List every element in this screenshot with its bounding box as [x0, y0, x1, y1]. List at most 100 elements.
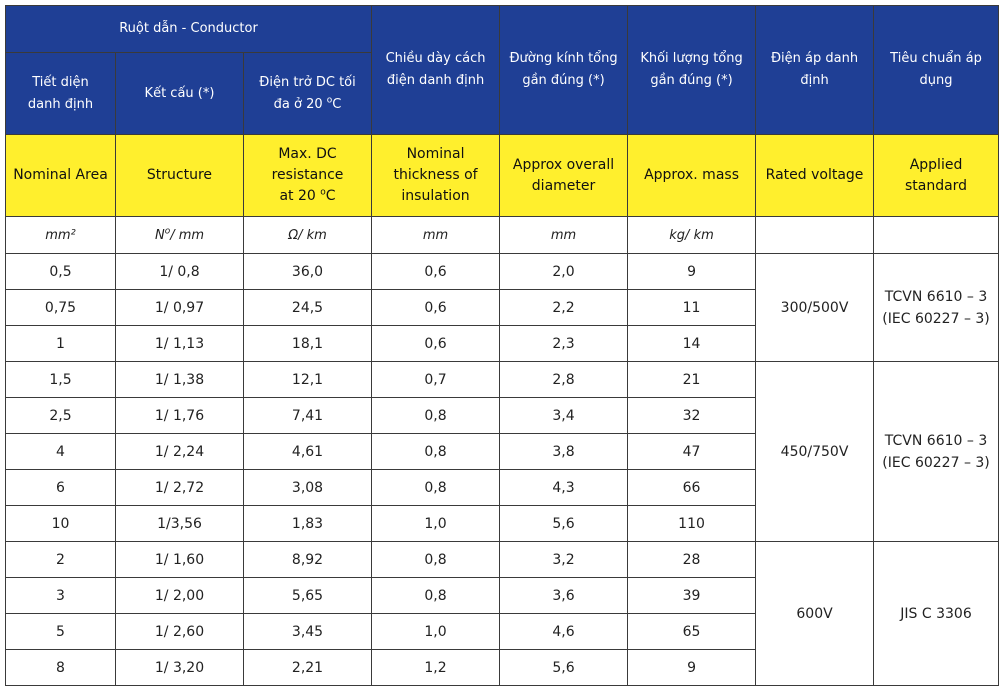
table-row: 5 1/ 2,60 3,45 1,0 4,6 65 — [5, 613, 999, 650]
cell-mass: 47 — [627, 433, 757, 470]
cell-diameter: 2,8 — [499, 361, 629, 398]
cell-diameter: 3,8 — [499, 433, 629, 470]
header-diameter-en: Approx overall diameter — [499, 134, 629, 217]
conductor-group-header: Ruột dẫn - Conductor — [4, 5, 373, 53]
header-structure-en: Structure — [115, 134, 244, 217]
applied-standard-line: (IEC 60227 – 3) — [882, 454, 990, 471]
cell-resistance: 3,08 — [242, 469, 373, 506]
cell-area: 2,5 — [5, 397, 116, 434]
unit-mass: kg/ km — [627, 216, 757, 254]
header-thickness-en-line: thickness of — [393, 167, 478, 183]
header-mass-vi: Khối lượng tổng gần đúng (*) — [627, 5, 757, 135]
header-thickness-en-line: Nominal — [406, 146, 465, 162]
cell-resistance: 12,1 — [242, 361, 373, 398]
cell-thickness: 0,8 — [371, 469, 501, 506]
applied-standard-line: TCVN 6610 – 3 — [884, 432, 988, 449]
header-thickness-vi: Chiều dày cách điện danh định — [371, 5, 501, 135]
header-voltage-vi-line: định — [800, 73, 829, 88]
cell-thickness: 1,2 — [371, 649, 501, 686]
cell-mass: 14 — [627, 325, 757, 362]
header-voltage-en: Rated voltage — [755, 134, 875, 217]
rated-voltage-cell: 600V — [755, 541, 875, 686]
table-row: 0,5 1/ 0,8 36,0 0,6 2,0 9 300/500V TCVN 6610 – … — [5, 253, 1000, 362]
header-diameter-en-line: diameter — [531, 177, 596, 194]
degree-sup: o — [320, 187, 326, 198]
cable-spec-table-container: Ruột dẫn - Conductor Chiều dày cách điện… — [4, 5, 1000, 686]
cell-structure: 1/ 2,60 — [115, 613, 244, 650]
cell-diameter: 2,0 — [499, 253, 629, 290]
header-resistance-en-line: resistance — [271, 167, 344, 183]
cell-structure: 1/ 0,97 — [115, 289, 244, 326]
header-resistance-en: Max. DC resistance at 20 oC — [242, 134, 373, 217]
unit-diameter: mm — [499, 216, 629, 254]
header-resistance-en-line: Max. DC — [278, 146, 337, 162]
unit-voltage-empty — [755, 216, 875, 254]
unit-structure-n: N — [154, 227, 165, 243]
header-resistance-vi: Điện trở DC tối đa ở 20 oC — [242, 52, 373, 135]
cell-mass: 28 — [627, 541, 757, 578]
cell-area: 4 — [5, 433, 116, 470]
header-standard-vi-line: Tiêu chuẩn áp — [890, 51, 982, 66]
cell-structure: 1/ 3,20 — [115, 649, 244, 686]
applied-standard-cell: TCVN 6610 – 3 (IEC 60227 – 3) — [873, 253, 1000, 362]
cell-thickness: 0,8 — [371, 577, 501, 614]
cell-mass: 9 — [627, 253, 757, 290]
cell-mass: 110 — [627, 505, 757, 542]
cell-diameter: 2,3 — [499, 325, 629, 362]
cell-structure: 1/ 1,60 — [115, 541, 244, 578]
cell-area: 8 — [5, 649, 116, 686]
cell-resistance: 8,92 — [242, 541, 373, 578]
header-resistance-vi-text: đa ở 20 — [273, 96, 323, 112]
unit-area: mm² — [5, 216, 116, 254]
table-row: 6 1/ 2,72 3,08 0,8 4,3 66 — [5, 469, 999, 506]
unit-thickness: mm — [371, 216, 501, 254]
header-standard-en-line: standard — [904, 177, 968, 194]
degree-sup: o — [326, 95, 333, 106]
applied-standard-line: (IEC 60227 – 3) — [882, 310, 990, 327]
cell-area: 2 — [5, 541, 116, 578]
cell-mass: 39 — [627, 577, 757, 614]
header-resistance-vi-line: Điện trở DC tối — [259, 74, 356, 90]
cell-diameter: 5,6 — [499, 649, 629, 686]
cell-resistance: 4,61 — [242, 433, 373, 470]
header-mass-en: Approx. mass — [627, 134, 757, 217]
cell-thickness: 0,8 — [371, 541, 501, 578]
applied-standard-line: JIS C 3306 — [900, 605, 972, 622]
cell-thickness: 0,8 — [371, 433, 501, 470]
cell-diameter: 2,2 — [499, 289, 629, 326]
cell-resistance: 18,1 — [242, 325, 373, 362]
header-voltage-vi-line: Điện áp danh — [770, 51, 859, 66]
header-mass-vi-line: gần đúng (*) — [650, 73, 733, 88]
cell-structure: 1/ 1,13 — [115, 325, 244, 362]
cell-area: 6 — [5, 469, 116, 506]
unit-structure-rest: / mm — [170, 227, 205, 243]
header-area-vi-line: danh định — [27, 96, 94, 112]
cell-area: 0,5 — [5, 253, 116, 290]
header-structure-vi: Kết cấu (*) — [115, 52, 244, 135]
cell-resistance: 3,45 — [242, 613, 373, 650]
cell-thickness: 0,7 — [371, 361, 501, 398]
header-row-en: Nominal Area Structure Max. DC resistanc… — [5, 134, 1000, 217]
table-row: 4 1/ 2,24 4,61 0,8 3,8 47 — [5, 433, 999, 470]
cell-structure: 1/ 1,38 — [115, 361, 244, 398]
cell-resistance: 5,65 — [242, 577, 373, 614]
header-thickness-en-line: insulation — [401, 188, 470, 204]
header-thickness-en: Nominal thickness of insulation — [371, 134, 501, 217]
unit-standard-empty — [873, 216, 1000, 254]
cell-diameter: 3,6 — [499, 577, 629, 614]
cell-thickness: 1,0 — [371, 613, 501, 650]
cell-area: 3 — [5, 577, 116, 614]
cell-resistance: 2,21 — [242, 649, 373, 686]
table-row: 3 1/ 2,00 5,65 0,8 3,6 39 — [5, 577, 999, 614]
cell-thickness: 1,0 — [371, 505, 501, 542]
cell-resistance: 7,41 — [242, 397, 373, 434]
header-mass-vi-line: Khối lượng tổng — [640, 51, 743, 66]
rated-voltage-cell: 450/750V — [755, 361, 875, 542]
cell-mass: 21 — [627, 361, 757, 398]
applied-standard-line: TCVN 6610 – 3 — [884, 288, 988, 305]
cell-resistance: 1,83 — [242, 505, 373, 542]
header-resistance-en-text: at 20 — [279, 188, 316, 204]
units-row: mm² No/ mm Ω/ km mm mm kg/ km — [5, 216, 1000, 254]
cell-structure: 1/ 2,24 — [115, 433, 244, 470]
header-resistance-vi-line2: đa ở 20 oC — [248, 94, 367, 116]
